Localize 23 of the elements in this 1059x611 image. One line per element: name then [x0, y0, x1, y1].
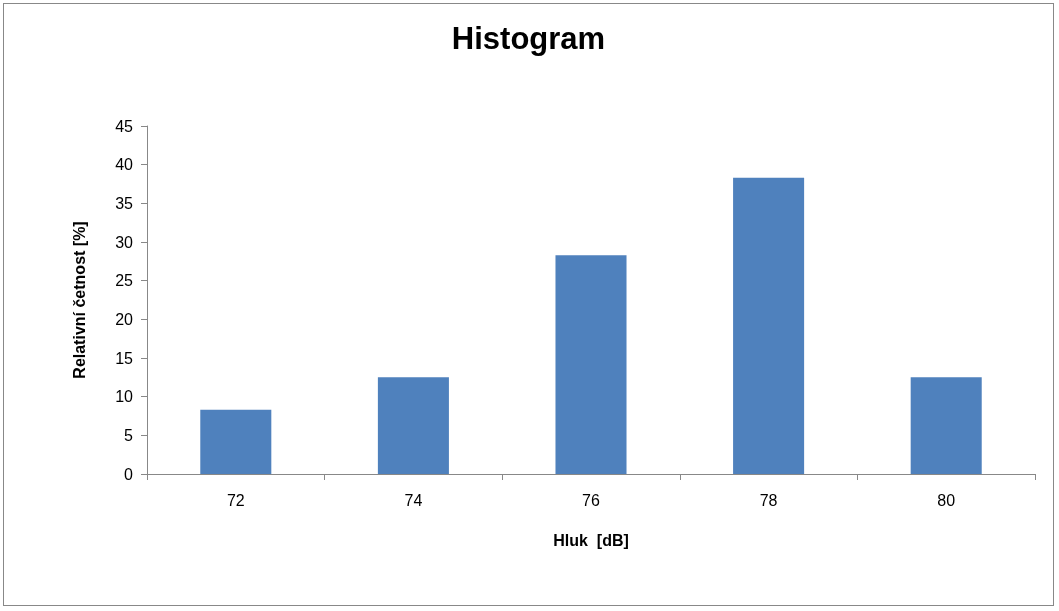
- y-tick-label: 40: [115, 156, 134, 174]
- x-tick-label: 80: [937, 491, 956, 509]
- x-tick-label: 74: [404, 491, 423, 509]
- bar: [377, 377, 449, 474]
- y-tick-label: 30: [115, 233, 134, 251]
- bar: [200, 409, 272, 474]
- y-tick-label: 15: [115, 349, 134, 367]
- y-tick-label: 5: [124, 426, 134, 444]
- y-tick-label: 45: [115, 117, 134, 135]
- y-tick-label: 20: [115, 310, 134, 328]
- x-axis-title: Hluk [dB]: [553, 531, 629, 549]
- y-tick-label: 10: [115, 388, 134, 406]
- y-axis-title: Relativní četnost [%]: [70, 221, 88, 379]
- bar: [733, 177, 805, 474]
- y-tick-label: 35: [115, 194, 134, 212]
- y-tick-label: 0: [124, 465, 134, 483]
- x-tick-label: 78: [759, 491, 778, 509]
- bar: [910, 377, 982, 474]
- bar: [555, 255, 627, 474]
- y-tick-label: 25: [115, 272, 134, 290]
- x-tick-label: 76: [582, 491, 600, 509]
- chart-title: Histogram: [451, 21, 606, 56]
- x-tick-label: 72: [226, 491, 245, 509]
